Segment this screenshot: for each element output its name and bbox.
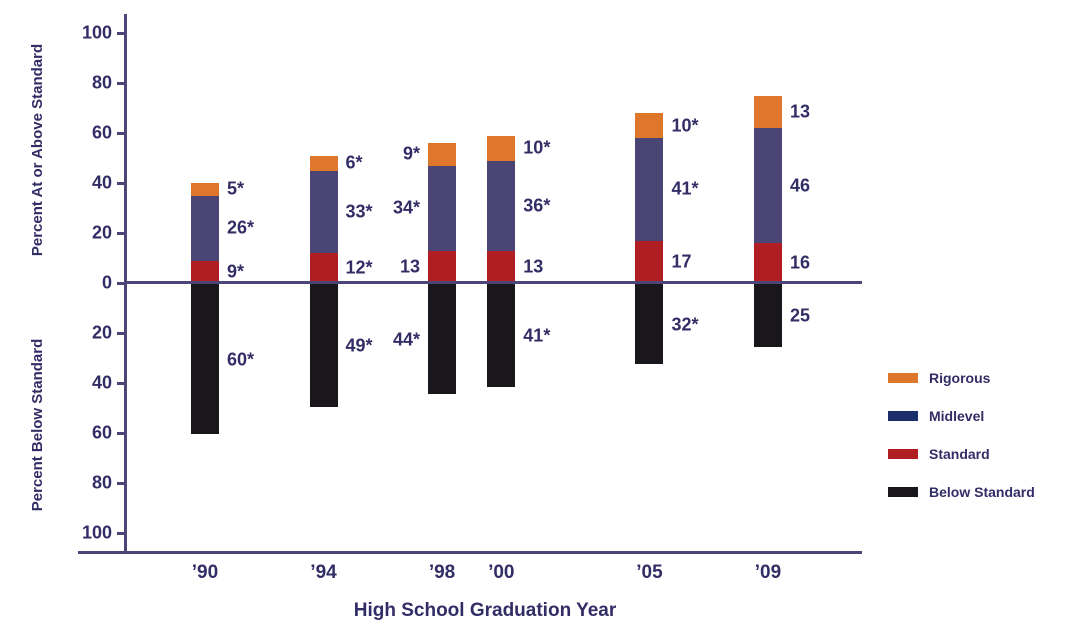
bar-value-label: 26* [227, 217, 255, 238]
bar-segment-below-standard [309, 284, 338, 407]
bar-segment-standard [191, 260, 219, 283]
bar-value-label: 44* [393, 329, 421, 350]
legend-label: Standard [929, 446, 990, 462]
bar-segment-standard [428, 250, 457, 283]
legend-label: Rigorous [929, 370, 991, 386]
bar-value-label: 6* [345, 152, 363, 173]
legend-item-rigorous: Rigorous [888, 370, 990, 386]
y-axis-tick-label-above: 60 [91, 122, 112, 143]
x-axis-line [78, 551, 862, 554]
y-axis-tick-label-below: 40 [91, 372, 112, 393]
y-axis-tick-mark [117, 32, 124, 35]
x-axis-tick-label: ’00 [488, 562, 515, 583]
x-axis-tick-label: ’90 [191, 562, 219, 583]
bar-value-label: 36* [523, 195, 551, 215]
bar-segment-midlevel [309, 170, 338, 253]
zero-line [125, 281, 862, 284]
bar-segment-midlevel [635, 138, 664, 241]
bar-value-label: 41* [523, 325, 551, 346]
bar-segment-rigorous [487, 135, 516, 161]
bar-segment-below-standard [487, 284, 516, 387]
bar-value-label: 10* [523, 137, 551, 158]
bar-segment-below-standard [191, 284, 219, 434]
bar-segment-below-standard [635, 284, 664, 364]
bar-segment-rigorous [635, 113, 664, 138]
bar-segment-standard [487, 250, 516, 283]
legend-swatch-standard [888, 449, 918, 459]
bar-segment-midlevel [191, 195, 219, 261]
x-axis-tick-label: ’98 [428, 562, 456, 583]
bar-value-label: 5* [227, 178, 245, 199]
legend-label: Midlevel [929, 408, 985, 424]
y-axis-tick-label-above: 100 [81, 22, 112, 43]
bar-segment-standard [309, 253, 338, 283]
y-axis-tick-label-below: 100 [81, 522, 112, 543]
y-axis-tick-mark [117, 382, 124, 385]
bar-value-label: 9* [227, 261, 245, 282]
y-axis-tick-mark [117, 432, 124, 435]
x-axis-title: High School Graduation Year [353, 600, 617, 621]
bar-value-label: 13 [523, 256, 544, 277]
legend-swatch-rigorous [888, 373, 918, 383]
bar-value-label: 12* [345, 257, 373, 278]
y-axis-tick-mark [117, 532, 124, 535]
bar-segment-rigorous [428, 143, 457, 166]
bar-value-label: 13 [400, 256, 421, 277]
bar-value-label: 60* [227, 349, 255, 370]
y-axis-tick-label-above: 0 [101, 272, 112, 293]
y-axis-tick-mark [117, 82, 124, 85]
bar-segment-below-standard [428, 284, 457, 394]
y-axis-tick-mark [117, 232, 124, 235]
bar-segment-rigorous [191, 183, 219, 196]
bar-value-label: 41* [671, 178, 699, 199]
bar-segment-rigorous [309, 155, 338, 171]
bar-segment-midlevel [487, 160, 516, 251]
bar-value-label: 32* [671, 314, 699, 335]
x-axis-tick-label: ’09 [754, 562, 782, 583]
legend-label: Below Standard [929, 484, 1035, 500]
y-axis-title-above: Percent At or Above Standard [29, 43, 46, 257]
y-axis-tick-mark [117, 182, 124, 185]
bar-value-label: 49* [345, 335, 373, 356]
y-axis-tick-mark [117, 132, 124, 135]
y-axis-tick-label-below: 20 [91, 322, 112, 343]
bar-segment-standard [753, 243, 782, 283]
bar-segment-below-standard [753, 284, 782, 347]
y-axis-tick-label-below: 80 [91, 472, 112, 493]
bar-segment-midlevel [753, 128, 782, 243]
bar-value-label: 13 [789, 101, 810, 122]
bar-segment-rigorous [753, 95, 782, 128]
legend-item-standard: Standard [888, 446, 990, 462]
y-axis-tick-label-above: 80 [91, 72, 112, 93]
bar-value-label: 46 [789, 175, 810, 195]
bar-segment-standard [635, 240, 664, 283]
legend-item-below-standard: Below Standard [888, 484, 1035, 500]
bar-value-label: 16 [789, 252, 810, 273]
y-axis-tick-label-above: 20 [91, 222, 112, 243]
x-axis-tick-label: ’94 [310, 562, 337, 583]
y-axis-tick-mark [117, 332, 124, 335]
x-axis-tick-label: ’05 [636, 562, 663, 583]
y-axis-tick-mark [117, 482, 124, 485]
legend-item-midlevel: Midlevel [888, 408, 984, 424]
bar-value-label: 17 [671, 251, 692, 272]
bar-value-label: 25 [789, 305, 810, 326]
y-axis-tick-label-below: 60 [91, 422, 112, 443]
y-axis-tick-mark [117, 282, 124, 285]
bar-value-label: 10* [671, 115, 699, 135]
y-axis-tick-label-above: 40 [91, 172, 112, 193]
bar-value-label: 33* [345, 201, 373, 222]
y-axis-title-below: Percent Below Standard [29, 338, 46, 512]
bar-value-label: 34* [393, 197, 421, 218]
bar-segment-midlevel [428, 165, 457, 251]
legend-swatch-midlevel [888, 411, 918, 421]
legend-swatch-below-standard [888, 487, 918, 497]
bar-value-label: 9* [403, 143, 421, 164]
